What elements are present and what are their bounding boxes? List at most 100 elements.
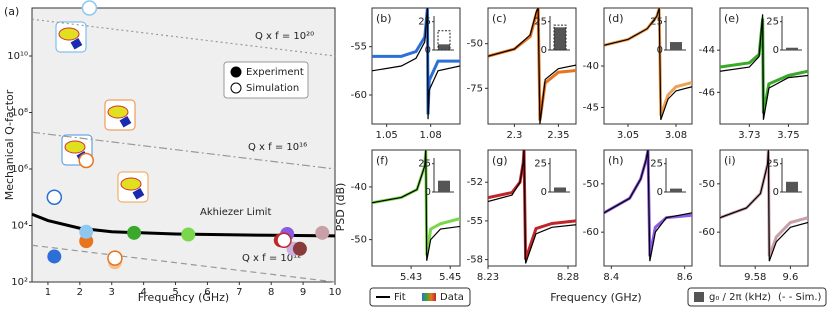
fit-curve bbox=[488, 150, 576, 264]
panel-label: (d) bbox=[608, 12, 624, 25]
data-point bbox=[292, 241, 307, 256]
y-tick-label: -55 bbox=[467, 216, 483, 227]
y-tick-label: -52 bbox=[467, 177, 483, 188]
panel-label: (c) bbox=[492, 12, 507, 25]
y-tick-label: -40 bbox=[351, 182, 367, 193]
fit-curve bbox=[372, 150, 460, 261]
y-tick-label: -46 bbox=[699, 87, 715, 98]
g0-bar bbox=[670, 42, 682, 50]
inset-tick-label: 25 bbox=[418, 17, 431, 28]
sim-legend-label: (- - Sim.) bbox=[778, 292, 822, 303]
x-tick-label: 7 bbox=[236, 287, 242, 298]
x-axis-label: Frequency (GHz) bbox=[138, 291, 229, 304]
x-tick-label: 2 bbox=[77, 287, 83, 298]
fit-data-legend bbox=[369, 287, 471, 307]
y-tick-label: 10⁴ bbox=[11, 220, 28, 231]
fit-curve bbox=[720, 150, 808, 262]
x-tick-label: 8 bbox=[268, 287, 274, 298]
frequency-label: Frequency (GHz) bbox=[550, 291, 641, 304]
data-point bbox=[79, 224, 94, 239]
legend-label: Experiment bbox=[246, 67, 304, 78]
data-point bbox=[78, 152, 94, 169]
mode-shape bbox=[58, 27, 80, 41]
fit-curve bbox=[372, 8, 460, 120]
line-annotation: Q x f = 10¹² bbox=[242, 253, 301, 264]
x-tick-label: 8.4 bbox=[603, 272, 619, 283]
x-tick-label: 5.43 bbox=[400, 272, 422, 283]
y-tick-label: 10¹⁰ bbox=[7, 51, 28, 62]
x-tick-label: 3.75 bbox=[777, 130, 799, 141]
g0-legend bbox=[687, 287, 827, 307]
inset-tick-label: 25 bbox=[766, 159, 779, 170]
reference-line bbox=[31, 244, 336, 283]
inset-tick-label: 0 bbox=[657, 45, 663, 56]
resonator-stem bbox=[132, 188, 145, 200]
x-tick-label: 1.05 bbox=[376, 130, 398, 141]
inset-tick-label: 25 bbox=[534, 159, 547, 170]
data-point bbox=[46, 189, 63, 205]
panel-frame bbox=[371, 7, 461, 125]
fit-curve bbox=[488, 8, 576, 124]
y-tick-label: -50 bbox=[467, 39, 483, 50]
psd-label: PSD (dB) bbox=[334, 183, 347, 232]
y-tick-label: 10² bbox=[11, 277, 28, 288]
panel-label: (g) bbox=[492, 154, 508, 167]
inset-tick-label: 0 bbox=[773, 187, 779, 198]
inset-tick-label: 0 bbox=[541, 45, 547, 56]
x-tick-label: 5.45 bbox=[439, 272, 461, 283]
inset-tick-label: 25 bbox=[418, 159, 431, 170]
mode-shape bbox=[64, 140, 86, 154]
fit-curve bbox=[604, 150, 692, 262]
y-tick-label: 10⁸ bbox=[11, 107, 28, 118]
y-axis-label: Mechanical Q-factor bbox=[3, 89, 16, 200]
g0-bar bbox=[554, 187, 566, 192]
line-annotation: Q x f = 10²⁰ bbox=[255, 31, 314, 42]
fit-curve bbox=[720, 14, 808, 120]
g0-bar bbox=[670, 188, 682, 192]
y-tick-label: -50 bbox=[699, 179, 715, 190]
x-tick-label: 9 bbox=[300, 287, 306, 298]
line-annotation: Q x f = 10¹⁶ bbox=[248, 142, 307, 153]
x-tick-label: 3.73 bbox=[738, 130, 760, 141]
data-curve bbox=[372, 8, 460, 115]
x-tick-label: 10 bbox=[329, 287, 342, 298]
x-tick-label: 2.35 bbox=[547, 130, 569, 141]
inset-tick-label: 0 bbox=[425, 187, 431, 198]
y-tick-label: 10⁶ bbox=[11, 164, 28, 175]
line-annotation: Akhiezer Limit bbox=[200, 207, 271, 218]
g0-bar bbox=[786, 47, 798, 50]
x-tick-label: 3.08 bbox=[665, 130, 687, 141]
inset-tick-label: 0 bbox=[773, 45, 779, 56]
panel-label: (i) bbox=[724, 154, 736, 167]
y-tick-label: -50 bbox=[351, 235, 367, 246]
y-tick-label: -58 bbox=[467, 255, 483, 266]
fit-curve bbox=[604, 8, 692, 121]
panel-label: (f) bbox=[376, 154, 388, 167]
panel-frame bbox=[371, 149, 461, 267]
mode-shape bbox=[107, 105, 129, 119]
panel-frame bbox=[719, 149, 809, 267]
data-point bbox=[107, 250, 123, 266]
g0-bar bbox=[554, 27, 566, 50]
y-tick-label: -44 bbox=[699, 45, 715, 56]
y-tick-label: -50 bbox=[583, 179, 599, 190]
data-point bbox=[47, 249, 62, 264]
legend-marker bbox=[230, 82, 242, 94]
y-tick-label: -55 bbox=[351, 42, 367, 53]
inset-tick-label: 0 bbox=[657, 187, 663, 198]
x-tick-label: 9.6 bbox=[782, 272, 798, 283]
g0-bar bbox=[438, 44, 450, 50]
inset-tick-label: 25 bbox=[650, 159, 663, 170]
data-swatch bbox=[422, 293, 436, 301]
y-tick-label: -75 bbox=[467, 83, 483, 94]
data-point bbox=[181, 227, 196, 242]
x-tick-label: 5 bbox=[172, 287, 178, 298]
y-tick-label: -60 bbox=[351, 90, 367, 101]
legend-label: Simulation bbox=[246, 83, 299, 94]
y-tick-label: -60 bbox=[583, 227, 599, 238]
panel-label: (e) bbox=[724, 12, 739, 25]
x-tick-label: 3.05 bbox=[617, 130, 639, 141]
mode-shape bbox=[120, 177, 142, 191]
g0-bar bbox=[438, 180, 450, 192]
